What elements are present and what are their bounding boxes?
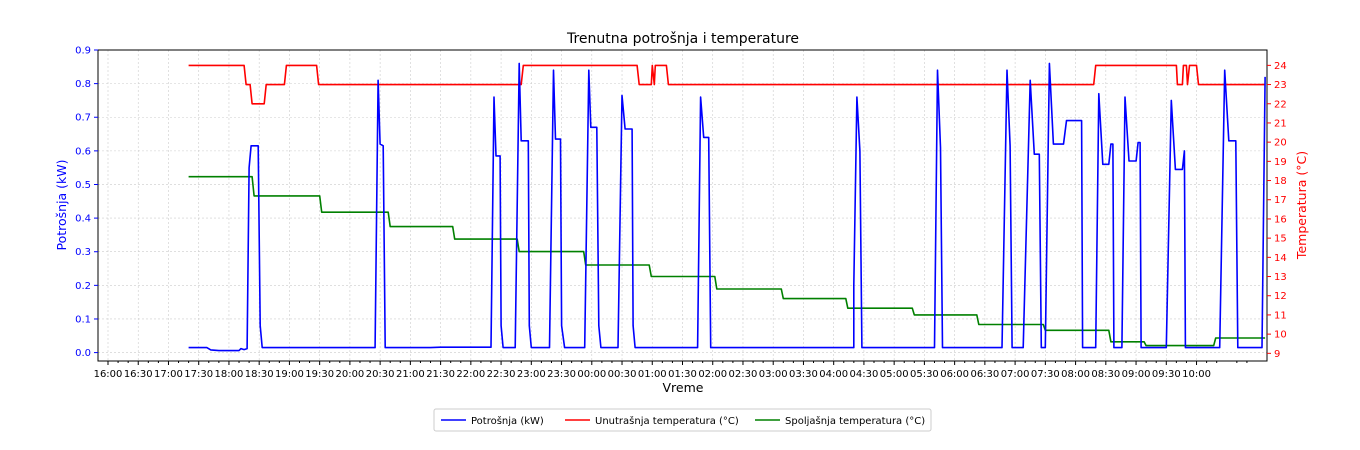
x-tick-label: 03:00	[759, 369, 788, 380]
x-axis: 16:00 16:30 17:00 17:30 18:00 18:30 19:00 19:30…	[94, 361, 1248, 380]
x-tick-label: 23:30	[547, 369, 576, 380]
x-tick-label: 22:30	[487, 369, 516, 380]
left-y-tick-label: 0.4	[75, 214, 91, 225]
x-tick-label: 18:00	[215, 369, 244, 380]
x-tick-label: 04:00	[819, 369, 848, 380]
x-tick-label: 08:30	[1091, 369, 1120, 380]
right-y-tick-label: 16	[1274, 214, 1287, 225]
left-y-tick-label: 0.6	[75, 146, 91, 157]
x-tick-label: 00:00	[577, 369, 606, 380]
right-axis-label: Temperatura (°C)	[1294, 151, 1309, 260]
series-layer	[188, 62, 1266, 352]
consumption-line	[188, 62, 1266, 352]
x-tick-label: 01:00	[638, 369, 667, 380]
legend-label-outdoor-temp: Spoljašnja temperatura (°C)	[785, 415, 925, 427]
left-axis-label: Potrošnja (kW)	[54, 159, 69, 250]
right-y-tick-label: 10	[1274, 330, 1287, 341]
x-tick-label: 17:00	[154, 369, 183, 380]
left-y-tick-label: 0.7	[75, 113, 91, 124]
x-tick-label: 02:00	[698, 369, 727, 380]
x-tick-label: 19:00	[275, 369, 304, 380]
x-tick-label: 08:00	[1061, 369, 1090, 380]
legend-label-indoor-temp: Unutrašnja temperatura (°C)	[595, 415, 739, 427]
left-y-tick-label: 0.0	[75, 348, 91, 359]
x-tick-label: 18:30	[245, 369, 274, 380]
right-y-tick-label: 13	[1274, 272, 1287, 283]
x-tick-label: 19:30	[305, 369, 334, 380]
right-y-tick-label: 20	[1274, 138, 1287, 149]
right-y-tick-label: 12	[1274, 291, 1287, 302]
left-y-tick-label: 0.5	[75, 180, 91, 191]
legend: Potrošnja (kW) Unutrašnja temperatura (°…	[433, 408, 932, 432]
left-axis: 0.0 0.1 0.2 0.3 0.4 0.5 0.6 0.7 0.8 0.9	[75, 46, 98, 359]
x-tick-label: 00:30	[608, 369, 637, 380]
right-y-tick-label: 22	[1274, 99, 1287, 110]
right-y-tick-label: 11	[1274, 310, 1287, 321]
right-y-tick-label: 23	[1274, 80, 1287, 91]
left-y-tick-label: 0.2	[75, 281, 91, 292]
x-tick-label: 09:30	[1152, 369, 1181, 380]
x-tick-label: 16:30	[124, 369, 153, 380]
x-tick-label: 10:00	[1182, 369, 1211, 380]
indoor-temperature-line	[188, 64, 1266, 105]
x-tick-label: 07:00	[1001, 369, 1030, 380]
x-tick-label: 02:30	[729, 369, 758, 380]
left-y-tick-label: 0.9	[75, 46, 91, 57]
right-y-tick-label: 21	[1274, 118, 1287, 129]
x-tick-label: 06:30	[970, 369, 999, 380]
x-tick-label: 23:00	[517, 369, 546, 380]
x-tick-label: 04:30	[850, 369, 879, 380]
x-tick-label: 21:00	[396, 369, 425, 380]
right-y-tick-label: 15	[1274, 234, 1287, 245]
right-y-tick-label: 24	[1274, 61, 1287, 72]
x-tick-label: 01:30	[668, 369, 697, 380]
x-tick-label: 05:00	[880, 369, 909, 380]
right-y-tick-label: 19	[1274, 157, 1287, 168]
x-tick-label: 03:30	[789, 369, 818, 380]
right-axis: 9 10 11 12 13 14 15 16 17 18 19 20 21 22 23 24	[1267, 61, 1287, 360]
x-tick-label: 20:00	[335, 369, 364, 380]
x-tick-label: 20:30	[366, 369, 395, 380]
legend-box	[433, 408, 932, 432]
chart-title: Trenutna potrošnja i temperature	[566, 31, 799, 47]
x-tick-label: 07:30	[1031, 369, 1060, 380]
right-y-tick-label: 18	[1274, 176, 1287, 187]
x-tick-label: 06:00	[940, 369, 969, 380]
x-tick-label: 09:00	[1122, 369, 1151, 380]
x-tick-label: 22:00	[456, 369, 485, 380]
x-tick-label: 16:00	[94, 369, 123, 380]
x-tick-label: 21:30	[426, 369, 455, 380]
left-y-tick-label: 0.1	[75, 314, 91, 325]
left-y-tick-label: 0.3	[75, 247, 91, 258]
right-y-tick-label: 17	[1274, 195, 1287, 206]
outdoor-temperature-line	[188, 175, 1266, 347]
x-tick-label: 17:30	[184, 369, 213, 380]
right-y-tick-label: 9	[1274, 349, 1280, 360]
legend-label-consumption: Potrošnja (kW)	[471, 415, 544, 427]
left-y-tick-label: 0.8	[75, 79, 91, 90]
x-axis-label: Vreme	[663, 380, 704, 395]
right-y-tick-label: 14	[1274, 253, 1287, 264]
x-tick-label: 05:30	[910, 369, 939, 380]
